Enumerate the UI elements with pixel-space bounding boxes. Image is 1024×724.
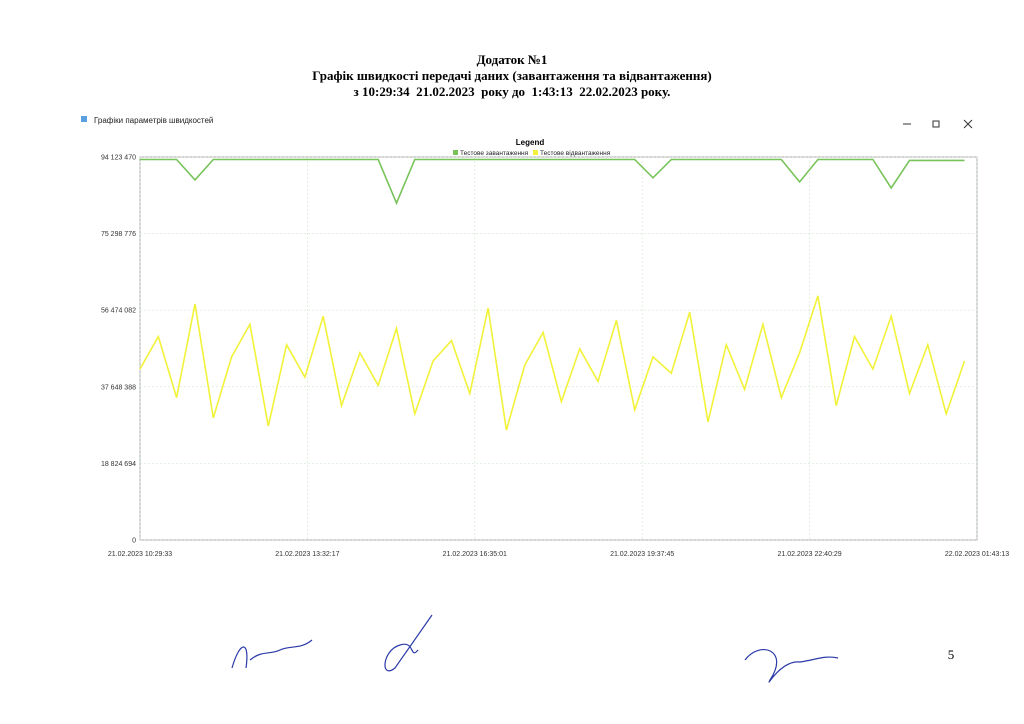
legend-title: Legend — [516, 138, 545, 147]
y-tick-label: 56 474 082 — [101, 308, 136, 315]
y-tick-label: 0 — [132, 538, 136, 545]
x-tick-label: 21.02.2023 19:37:45 — [610, 551, 674, 558]
x-tick-label: 22.02.2023 01:43:13 — [945, 551, 1009, 558]
signature — [384, 614, 433, 672]
doc-title: Графік швидкості передачі даних (заванта… — [312, 68, 711, 83]
x-tick-label: 21.02.2023 16:35:01 — [443, 551, 507, 558]
legend-swatch — [453, 150, 458, 155]
y-tick-label: 94 123 470 — [101, 155, 136, 162]
series-line — [140, 158, 965, 206]
legend-entry: Тестове завантаження — [460, 150, 529, 157]
y-tick-label: 37 648 388 — [101, 384, 136, 391]
series-line — [139, 295, 966, 431]
period: з 10:29:34 21.02.2023 року до 1:43:13 22… — [354, 84, 671, 99]
signature — [231, 639, 313, 669]
appendix: Додаток №1 — [477, 52, 548, 67]
y-tick-label: 18 824 694 — [101, 461, 136, 468]
x-tick-label: 21.02.2023 13:32:17 — [275, 551, 339, 558]
x-tick-label: 21.02.2023 10:29:33 — [108, 551, 172, 558]
window-icon — [81, 116, 87, 122]
plot-area — [139, 156, 978, 541]
window-title: Графіки параметрів швидкостей — [94, 116, 213, 125]
restore[interactable] — [932, 120, 940, 128]
window-controls — [903, 119, 973, 129]
chart: 0 18 824 694 37 648 388 56 474 082 75 298 77… — [101, 149, 1009, 558]
signature — [744, 649, 839, 683]
legend-entry: Тестове відвантаження — [540, 149, 611, 157]
y-tick-label: 75 298 776 — [101, 231, 136, 238]
legend-swatch — [533, 150, 538, 155]
x-tick-label: 21.02.2023 22:40:29 — [777, 551, 841, 558]
page-number: 5 — [948, 647, 955, 662]
close[interactable] — [963, 119, 973, 129]
